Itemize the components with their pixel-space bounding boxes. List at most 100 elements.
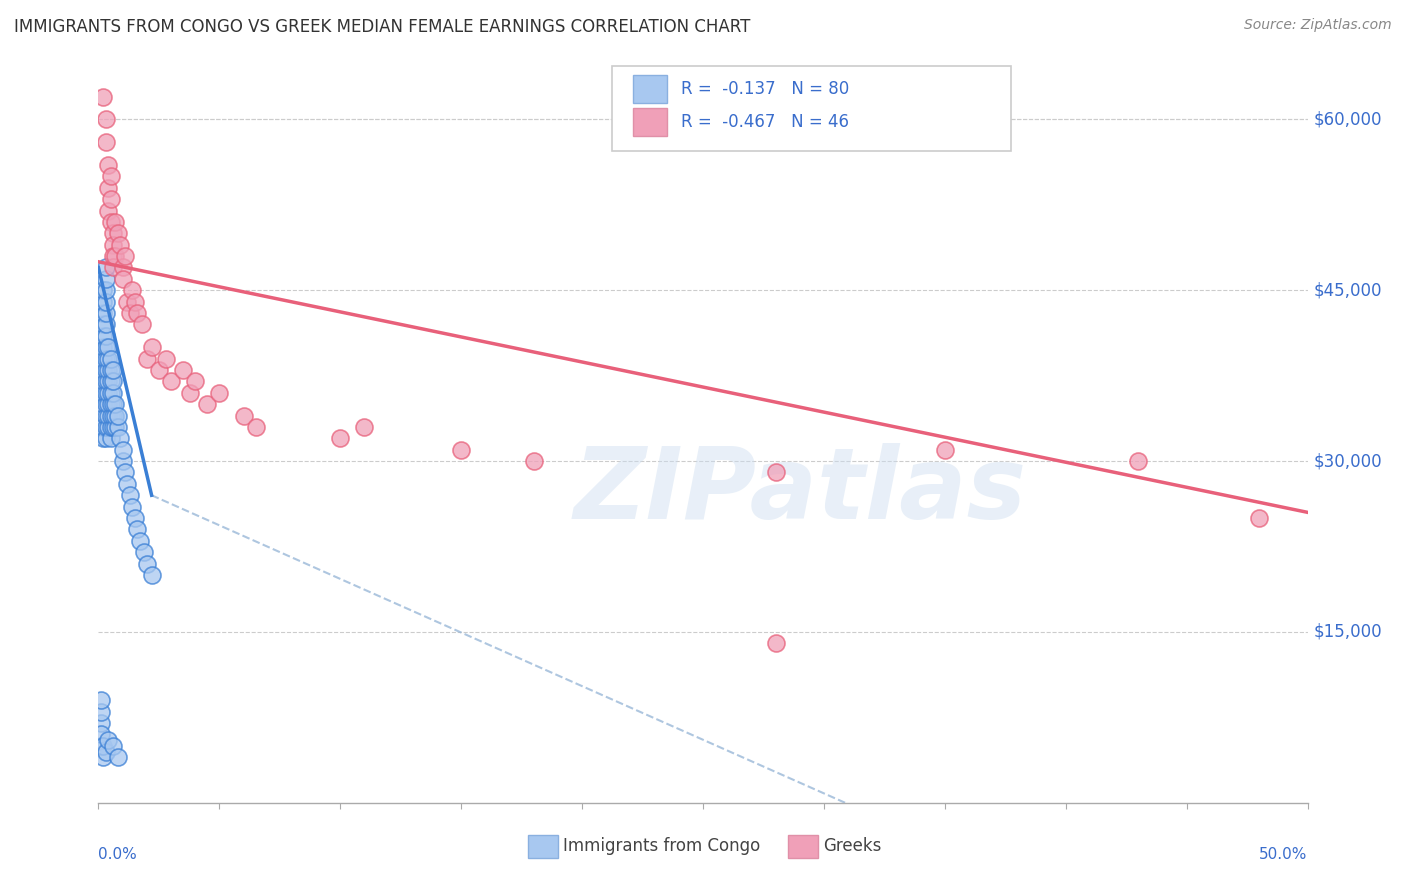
Point: [101, 375, 124, 389]
Point: [128, 533, 150, 548]
Point: [184, 375, 207, 389]
Point: [94, 351, 117, 366]
Point: [101, 739, 124, 753]
Point: [104, 249, 127, 263]
Point: [94, 745, 117, 759]
Point: [101, 249, 124, 263]
Point: [107, 227, 129, 241]
Point: [94, 363, 117, 377]
Point: [131, 318, 153, 332]
Point: [101, 385, 124, 400]
Point: [101, 237, 124, 252]
Point: [91, 318, 114, 332]
Point: [97, 420, 120, 434]
Point: [91, 431, 114, 445]
Point: [94, 431, 117, 445]
Point: [141, 340, 163, 354]
Point: [91, 363, 114, 377]
Bar: [633, 108, 666, 136]
Point: [111, 260, 134, 275]
Point: [101, 420, 124, 434]
Point: [111, 442, 134, 457]
Point: [160, 375, 183, 389]
Text: $45,000: $45,000: [1313, 281, 1382, 299]
Point: [94, 260, 117, 275]
Point: [91, 328, 114, 343]
Point: [100, 420, 122, 434]
Point: [100, 215, 122, 229]
Point: [232, 409, 254, 423]
Point: [94, 306, 117, 320]
Point: [101, 260, 124, 275]
Point: [90, 693, 112, 707]
Point: [179, 385, 201, 400]
Point: [94, 283, 117, 297]
Point: [97, 351, 120, 366]
Point: [91, 397, 114, 411]
Point: [91, 294, 114, 309]
Point: [124, 294, 146, 309]
Text: Greeks: Greeks: [823, 838, 882, 855]
Point: [121, 500, 143, 514]
Point: [91, 89, 114, 103]
Point: [108, 431, 131, 445]
Point: [97, 733, 120, 747]
Text: Source: ZipAtlas.com: Source: ZipAtlas.com: [1244, 18, 1392, 32]
Point: [124, 511, 146, 525]
Point: [97, 409, 120, 423]
Point: [104, 420, 127, 434]
Point: [172, 363, 194, 377]
Point: [329, 431, 352, 445]
Point: [104, 397, 127, 411]
Point: [127, 523, 149, 537]
Point: [94, 420, 117, 434]
Point: [135, 557, 157, 571]
Point: [353, 420, 375, 434]
Point: [523, 454, 546, 468]
Point: [97, 203, 120, 218]
Point: [100, 169, 122, 184]
Point: [121, 283, 143, 297]
Point: [97, 363, 120, 377]
Point: [94, 294, 117, 309]
Point: [765, 466, 787, 480]
Point: [100, 431, 122, 445]
Point: [94, 385, 117, 400]
Text: R =  -0.137   N = 80: R = -0.137 N = 80: [682, 80, 849, 98]
Point: [101, 397, 124, 411]
Point: [934, 442, 956, 457]
Point: [135, 351, 157, 366]
Point: [101, 409, 124, 423]
Point: [91, 340, 114, 354]
Point: [450, 442, 472, 457]
Point: [107, 420, 129, 434]
Point: [91, 385, 114, 400]
Point: [91, 739, 114, 753]
Text: $30,000: $30,000: [1313, 452, 1382, 470]
Text: 0.0%: 0.0%: [98, 847, 138, 863]
Point: [94, 135, 117, 149]
Point: [107, 750, 129, 764]
Point: [1249, 511, 1271, 525]
Text: $15,000: $15,000: [1313, 623, 1382, 641]
Text: IMMIGRANTS FROM CONGO VS GREEK MEDIAN FEMALE EARNINGS CORRELATION CHART: IMMIGRANTS FROM CONGO VS GREEK MEDIAN FE…: [14, 18, 751, 36]
Point: [94, 340, 117, 354]
Point: [97, 158, 120, 172]
Point: [90, 705, 112, 719]
Bar: [787, 835, 818, 858]
Point: [97, 397, 120, 411]
Text: Immigrants from Congo: Immigrants from Congo: [562, 838, 761, 855]
Point: [101, 363, 124, 377]
Point: [91, 283, 114, 297]
Point: [117, 294, 139, 309]
Point: [114, 249, 136, 263]
Point: [208, 385, 231, 400]
Point: [94, 112, 117, 127]
Point: [111, 454, 134, 468]
Point: [118, 488, 141, 502]
Point: [100, 409, 122, 423]
Point: [97, 180, 120, 194]
Text: ZIPatlas: ZIPatlas: [574, 443, 1026, 541]
Point: [107, 409, 129, 423]
FancyBboxPatch shape: [613, 66, 1011, 152]
